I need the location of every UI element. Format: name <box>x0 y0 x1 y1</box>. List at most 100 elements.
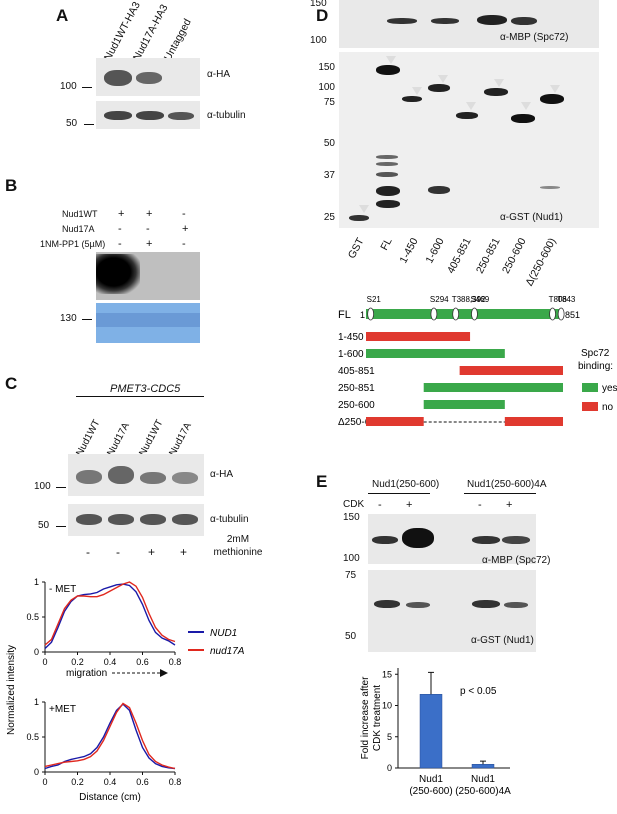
band <box>477 15 507 25</box>
band <box>104 111 132 120</box>
migration-label: migration <box>66 668 107 679</box>
mw-marker: 100 <box>60 81 77 92</box>
band <box>406 602 430 608</box>
band <box>540 94 564 104</box>
band <box>472 536 500 544</box>
blot-label: α-tubulin <box>210 514 249 525</box>
band <box>456 112 478 119</box>
sign-cell: + <box>146 208 153 220</box>
blot-label: α-GST (Nud1) <box>500 212 563 223</box>
band <box>402 96 422 102</box>
band <box>168 112 194 120</box>
blot-d-mbp <box>339 0 599 48</box>
phospho-site-icon <box>367 307 375 321</box>
blot-label: α-MBP (Spc72) <box>482 555 551 566</box>
mw-marker: 50 <box>323 138 335 149</box>
band <box>76 470 102 484</box>
y-tick-label: 0 <box>34 647 39 657</box>
panel-e-label: E <box>316 472 328 491</box>
construct-bar <box>459 366 563 375</box>
band <box>504 602 528 608</box>
band <box>104 70 132 86</box>
construct-label: PMET3-CDC5 <box>110 383 181 395</box>
band <box>108 514 134 525</box>
band <box>511 17 537 25</box>
band <box>140 472 166 484</box>
band <box>428 84 450 92</box>
plot-title: - MET <box>49 584 76 595</box>
blot-label: α-HA <box>207 69 231 80</box>
y-tick-label: 0 <box>34 767 39 777</box>
band <box>136 72 162 84</box>
lane-label: Nud17A <box>105 421 132 458</box>
construct-bar <box>504 417 563 426</box>
band <box>431 18 459 24</box>
mw-marker: 100 <box>310 35 327 46</box>
p-value: p < 0.05 <box>460 686 497 697</box>
mw-marker: 25 <box>323 212 335 223</box>
band <box>172 472 198 484</box>
row-label: 1NM-PP1 (5µM) <box>40 239 106 249</box>
legend-label: yes <box>602 383 617 394</box>
x-tick-label: 0.2 <box>71 777 84 787</box>
band <box>484 88 508 96</box>
y-tick-label: 0.5 <box>26 732 39 742</box>
plot-title: +MET <box>49 704 76 715</box>
construct-bar <box>423 400 505 409</box>
site-label: T806 <box>549 295 568 304</box>
x-tick-label: 0.6 <box>136 777 149 787</box>
legend-label: NUD1 <box>210 628 237 639</box>
y-tick-label: 0 <box>387 763 392 773</box>
construct-bar <box>423 383 563 392</box>
lane-label-text: Nud17A <box>167 420 194 458</box>
sign-cell: - <box>86 545 90 559</box>
y-tick-label: 15 <box>382 669 392 679</box>
migration-arrow-head <box>160 669 168 677</box>
mw-tick <box>84 124 94 125</box>
blot-e-mbp <box>368 514 536 564</box>
profile-plots: 0 0.5 1 0 0.2 0.4 0.6 0.8 - MET 0 0.5 1 0 0.2 0.4 0.6 0.… <box>6 577 245 803</box>
band <box>96 313 200 327</box>
sign-cell: - <box>116 545 120 559</box>
band <box>376 200 400 208</box>
panel-d-label: D <box>316 6 329 25</box>
legend-label: nud17A <box>210 646 245 657</box>
y-axis-label: Normalized intensity <box>6 645 17 735</box>
blot-b-coomassie <box>96 303 200 343</box>
fl-label: FL <box>338 309 351 321</box>
y-axis-label-line2: CDK treatment <box>372 685 383 751</box>
mw-tick <box>56 487 66 488</box>
series-line-nud17a <box>44 702 176 770</box>
site-label: S294 <box>430 295 449 304</box>
series-line-nud1 <box>44 583 176 650</box>
site-label: T843 <box>557 295 576 304</box>
sign-cell: + <box>182 223 189 235</box>
band <box>511 114 535 123</box>
row-label: Nud17A <box>62 224 95 234</box>
band <box>402 528 434 548</box>
mw-tick <box>56 526 66 527</box>
sign-cell: - <box>182 238 186 250</box>
blot-d-gst <box>339 52 599 228</box>
construct-label: Δ250-600 <box>338 417 382 428</box>
end-residue: 851 <box>565 310 580 320</box>
mw-marker: 75 <box>345 570 357 581</box>
mw-tick <box>82 87 92 88</box>
blot-label: α-HA <box>210 469 234 480</box>
construct-label: 250-600 <box>338 400 375 411</box>
cdk-value: - <box>478 499 482 511</box>
group-label: Nud1(250-600) <box>372 479 440 490</box>
band <box>76 514 102 525</box>
mw-tick <box>82 319 92 320</box>
construct-bar <box>366 332 471 341</box>
mw-marker: 150 <box>318 62 335 73</box>
cdk-value: + <box>506 499 513 511</box>
construct-label: 405-851 <box>338 366 375 377</box>
lane-label-text: Nud1WT <box>74 418 103 458</box>
legend-title: Spc72 <box>581 348 610 359</box>
construct-label: 1-450 <box>338 332 364 343</box>
y-tick-label: 5 <box>387 732 392 742</box>
x-axis-label: Distance (cm) <box>79 792 141 803</box>
